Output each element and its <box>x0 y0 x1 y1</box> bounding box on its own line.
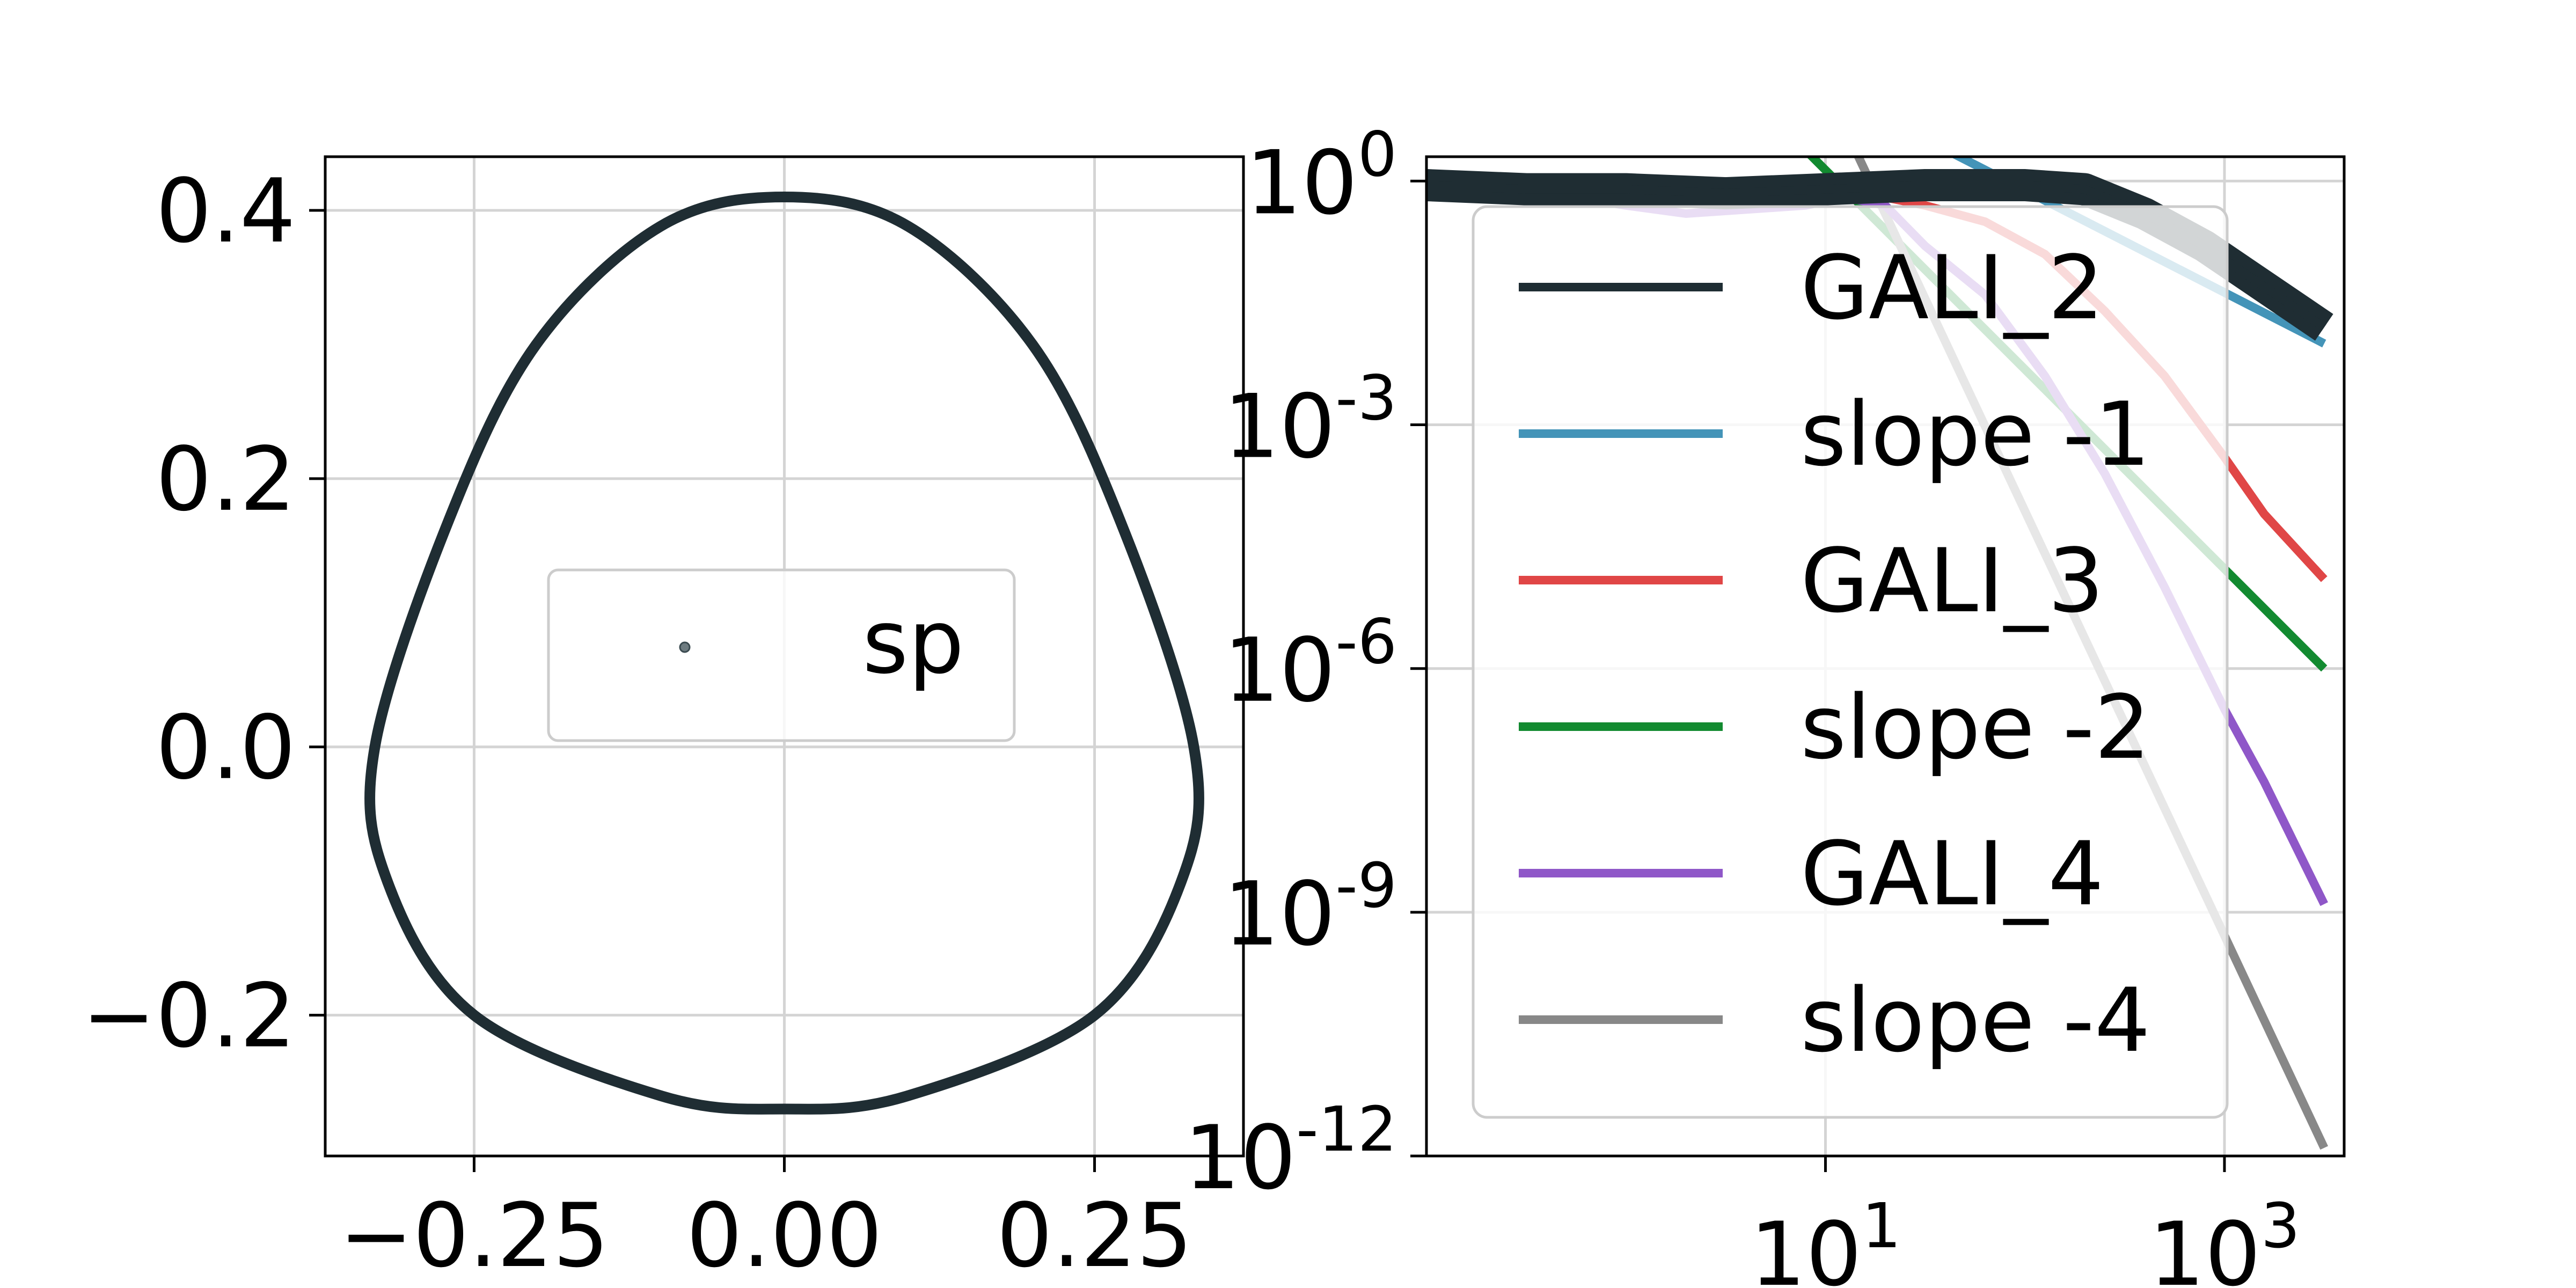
right-ytick-label-3: 10-9 <box>1224 850 1397 965</box>
right-legend-label-slope-1: slope -1 <box>1801 383 2150 486</box>
right-legend-label-slope-2: slope -2 <box>1801 676 2150 779</box>
left-xtick-label-0: −0.25 <box>339 1184 609 1287</box>
left-axes-frame: −0.25 0.00 0.25 −0.2 0.0 0.2 0.4 <box>82 155 1245 1287</box>
left-legend-label-sp: sp <box>862 591 964 693</box>
left-ytick-label-0: −0.2 <box>82 965 296 1067</box>
left-legend-frame <box>547 568 1016 742</box>
right-legend-label-slope-4: slope -4 <box>1801 969 2150 1072</box>
right-legend-label-gali-3: GALI_3 <box>1801 530 2104 632</box>
left-ytick-label-2: 0.2 <box>156 428 296 531</box>
series-line-sp <box>364 192 1204 1115</box>
left-panel: sp −0.25 0.00 0.25 −0.2 0.0 0.2 0.4 <box>82 155 1245 1287</box>
left-xtick-label-2: 0.25 <box>997 1184 1192 1287</box>
right-ytick-label-0: 100 <box>1246 119 1397 234</box>
right-xtick-label-1: 103 <box>2149 1190 2300 1288</box>
left-legend-marker-sp <box>679 641 691 653</box>
left-data <box>364 192 1204 1115</box>
right-ytick-label-2: 10-6 <box>1224 606 1397 722</box>
left-ytick-label-3: 0.4 <box>156 160 296 262</box>
left-ytick-label-1: 0.0 <box>156 697 296 799</box>
right-axes-border <box>1425 155 2346 1158</box>
right-legend-label-gali-2: GALI_2 <box>1801 237 2104 339</box>
right-legend-label-gali-4: GALI_4 <box>1801 823 2104 925</box>
left-xtick-label-1: 0.00 <box>686 1184 882 1287</box>
left-legend: sp <box>547 568 1016 742</box>
right-ytick-label-1: 10-3 <box>1224 363 1397 478</box>
right-xtick-label-0: 101 <box>1750 1190 1901 1288</box>
right-ytick-label-4: 10-12 <box>1184 1094 1397 1209</box>
right-axes-frame: 101 103 100 10-3 10-6 10-9 10-12 <box>1184 119 2346 1288</box>
